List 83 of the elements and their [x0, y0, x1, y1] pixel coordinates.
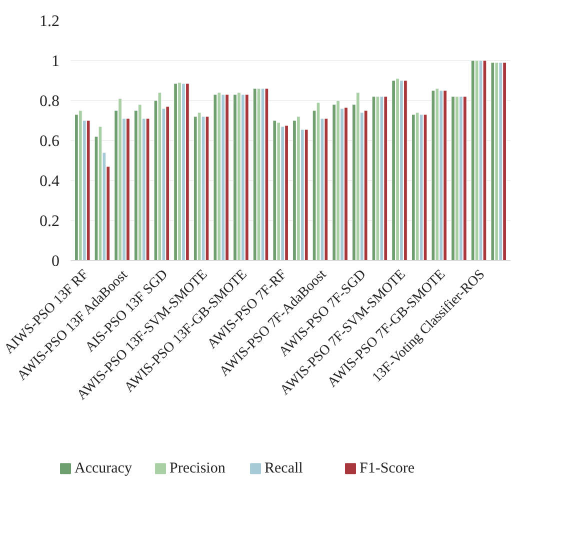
bar — [332, 104, 336, 260]
bar — [118, 98, 122, 260]
bar — [292, 120, 296, 260]
bar — [186, 83, 190, 260]
bar — [364, 110, 368, 260]
bar — [404, 80, 408, 260]
bar — [392, 80, 396, 260]
bar — [252, 88, 257, 260]
bar — [241, 94, 245, 260]
bar — [384, 96, 388, 260]
bar — [86, 120, 90, 260]
y-tick-label: 0.4 — [40, 173, 60, 190]
bar — [284, 125, 288, 260]
bar — [502, 62, 506, 260]
bar — [478, 60, 483, 260]
bar — [396, 78, 400, 260]
y-tick-label: 1.2 — [40, 13, 60, 30]
bar — [443, 90, 448, 260]
bar — [400, 80, 404, 260]
bar — [498, 62, 503, 260]
bar — [415, 112, 420, 260]
bar — [256, 88, 261, 260]
bar — [376, 96, 380, 260]
bar — [482, 60, 487, 260]
legend-label: Accuracy — [74, 460, 132, 477]
bar — [380, 96, 384, 260]
bar — [356, 92, 360, 260]
bar — [237, 92, 241, 260]
bar — [459, 96, 463, 260]
bar — [372, 96, 376, 260]
bar — [197, 112, 202, 260]
y-tick-label: 0 — [52, 253, 60, 270]
bar — [201, 116, 206, 260]
bar — [336, 100, 340, 260]
bar — [423, 114, 428, 260]
bar — [474, 60, 479, 260]
bar — [431, 90, 436, 260]
bar — [324, 118, 328, 260]
bar — [193, 116, 198, 260]
bar — [272, 120, 277, 260]
bar — [221, 94, 226, 260]
y-tick-label: 0.2 — [40, 213, 60, 230]
bar — [451, 96, 455, 260]
bar — [494, 62, 499, 260]
bar — [74, 114, 78, 260]
bar — [146, 118, 150, 260]
y-tick-label: 1 — [52, 53, 60, 70]
bar — [182, 83, 186, 260]
bar — [470, 60, 475, 260]
bar — [264, 88, 269, 260]
legend-label: Recall — [264, 460, 303, 477]
legend-label: F1-Score — [360, 460, 415, 477]
bar — [98, 126, 102, 260]
bar — [296, 116, 300, 260]
bar — [158, 92, 162, 260]
bar — [455, 96, 459, 260]
bar — [78, 110, 82, 260]
bar — [462, 96, 467, 260]
bar — [205, 116, 210, 260]
bar — [178, 82, 182, 260]
bar — [276, 122, 281, 260]
bar — [490, 62, 495, 260]
bar — [244, 94, 249, 260]
bar — [280, 126, 285, 260]
bar — [213, 94, 218, 260]
legend-label: Precision — [170, 460, 226, 477]
bar — [439, 90, 444, 260]
bar — [225, 94, 230, 260]
y-tick-label: 0.6 — [40, 133, 60, 150]
bar — [233, 94, 237, 260]
bar — [138, 104, 142, 260]
bar — [304, 129, 308, 260]
bar — [344, 107, 348, 260]
bar — [419, 114, 424, 260]
bar — [260, 88, 265, 260]
bar — [174, 83, 178, 260]
bar — [435, 88, 440, 260]
y-tick-label: 0.8 — [40, 93, 60, 110]
bar — [217, 92, 222, 260]
bar — [126, 118, 130, 260]
bar — [411, 114, 416, 260]
bar — [166, 106, 170, 260]
bar — [316, 102, 320, 260]
